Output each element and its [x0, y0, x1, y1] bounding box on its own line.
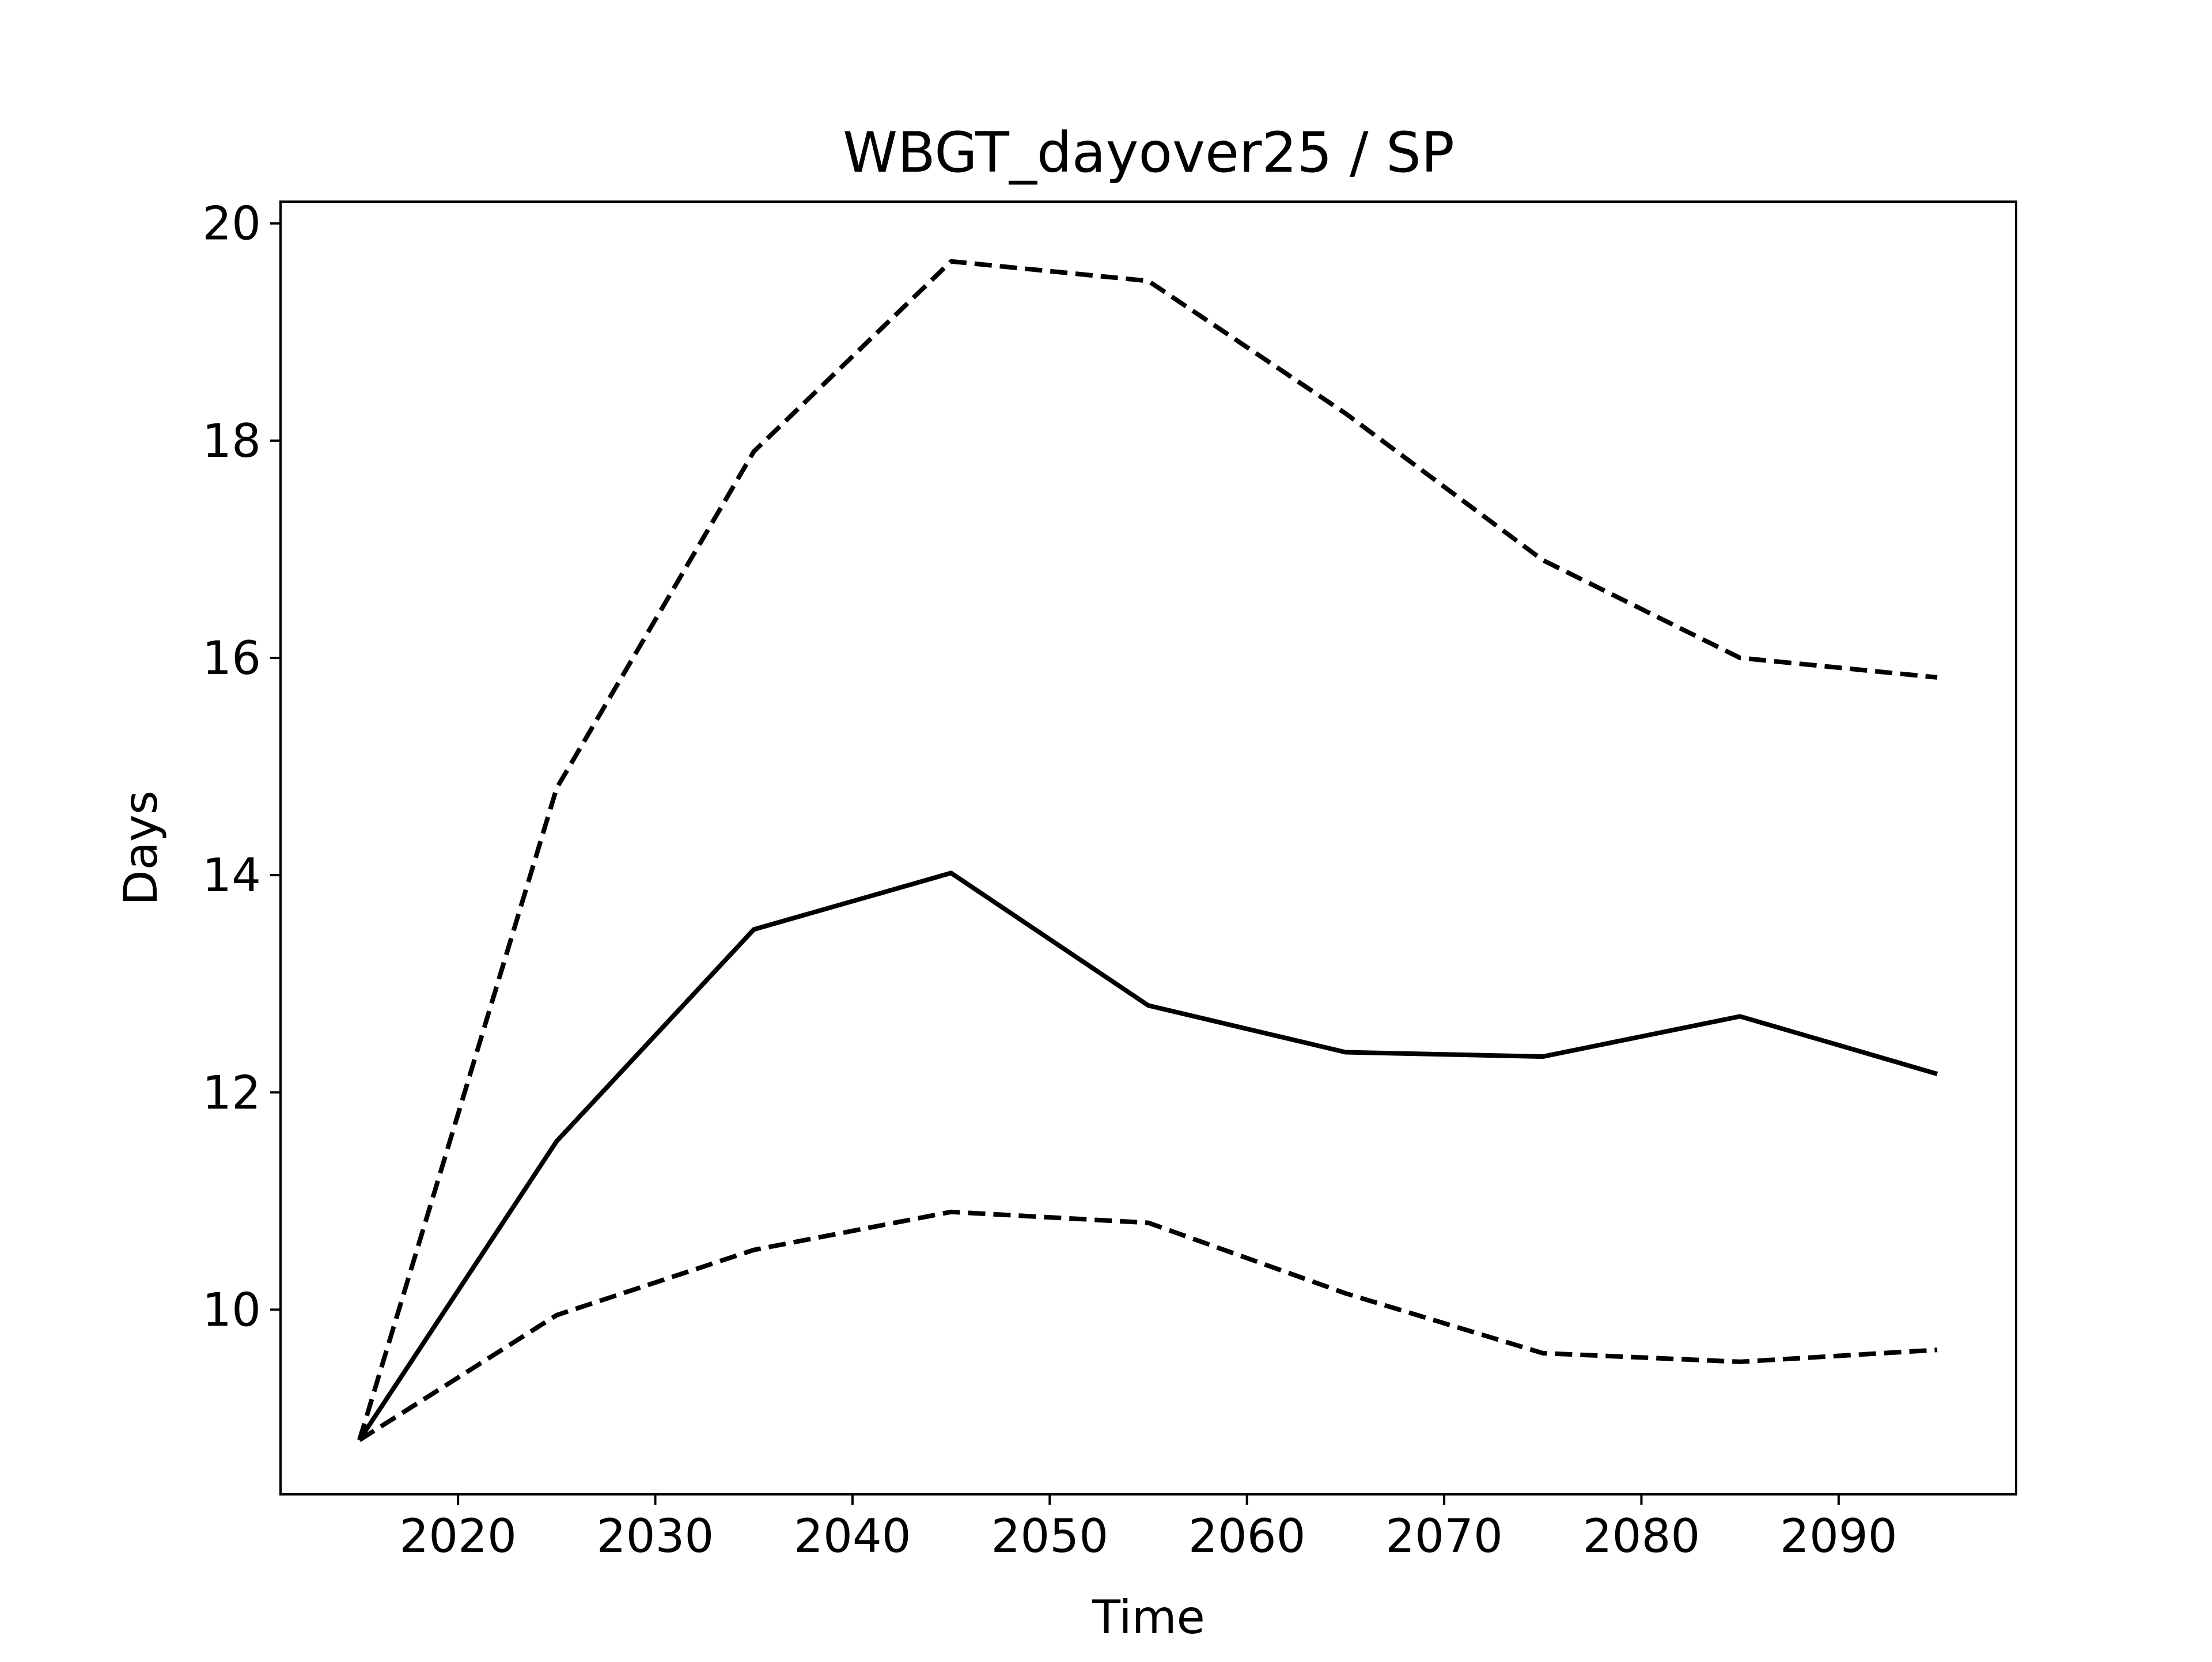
lower-bound-series-line — [358, 1209, 1938, 1443]
x-tick-label: 2020 — [399, 1509, 517, 1563]
x-axis-label: Time — [1092, 1591, 1205, 1644]
x-tick-label: 2080 — [1583, 1509, 1700, 1563]
y-tick-label: 20 — [202, 197, 261, 251]
y-axis-ticks: 10 12 14 16 18 20 — [202, 197, 281, 1337]
x-tick-label: 2060 — [1188, 1509, 1306, 1563]
x-tick-label: 2050 — [991, 1509, 1109, 1563]
y-tick-label: 18 — [202, 414, 261, 468]
y-tick-label: 12 — [202, 1066, 261, 1119]
x-axis-ticks: 2020 2030 2040 2050 2060 2070 2080 2090 — [399, 1494, 1897, 1563]
x-tick-label: 2040 — [794, 1509, 911, 1563]
median-series-line — [357, 870, 1938, 1441]
y-tick-label: 10 — [202, 1283, 261, 1337]
plot-area — [357, 259, 1938, 1443]
x-tick-label: 2090 — [1780, 1509, 1897, 1563]
plot-frame — [279, 200, 2017, 1496]
y-axis-label: Days — [114, 790, 168, 906]
y-tick-label: 16 — [202, 631, 261, 685]
y-tick-label: 14 — [202, 849, 261, 902]
chart-title: WBGT_dayover25 / SP — [843, 120, 1455, 185]
x-tick-label: 2070 — [1385, 1509, 1503, 1563]
x-tick-label: 2030 — [597, 1509, 714, 1563]
